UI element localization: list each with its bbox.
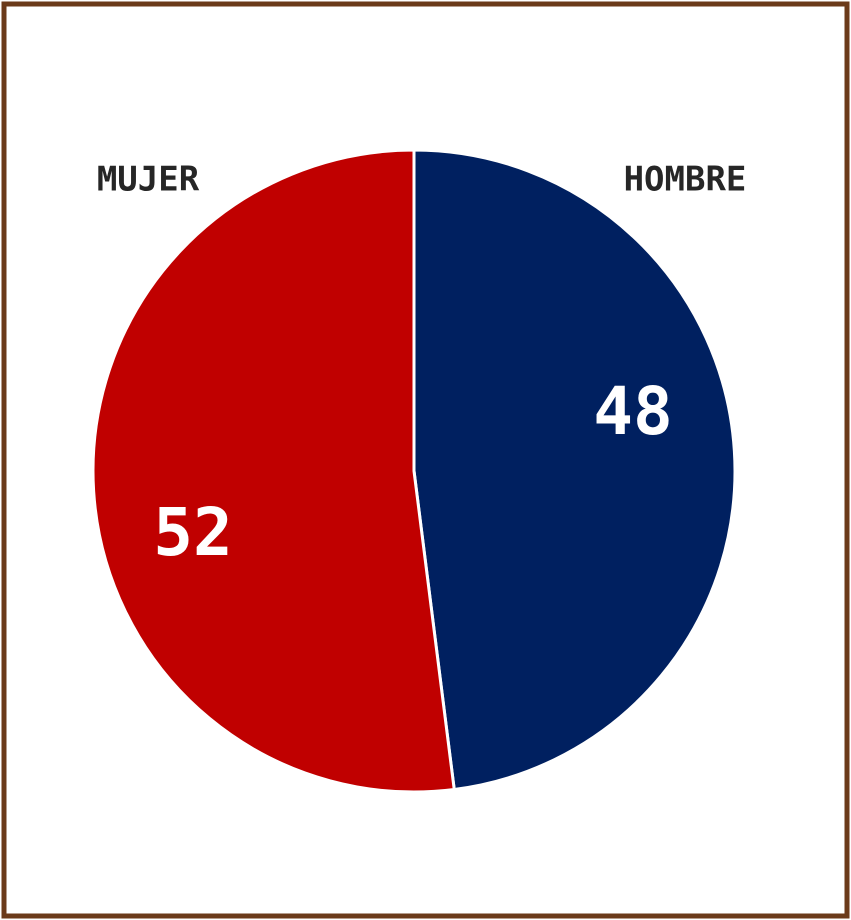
category-label: MUJER (97, 160, 200, 200)
category-label: HOMBRE (624, 160, 747, 200)
value-label: 52 (153, 494, 232, 571)
pie-slice (91, 148, 456, 794)
pie-slice (412, 148, 737, 792)
value-label: 48 (593, 373, 672, 450)
